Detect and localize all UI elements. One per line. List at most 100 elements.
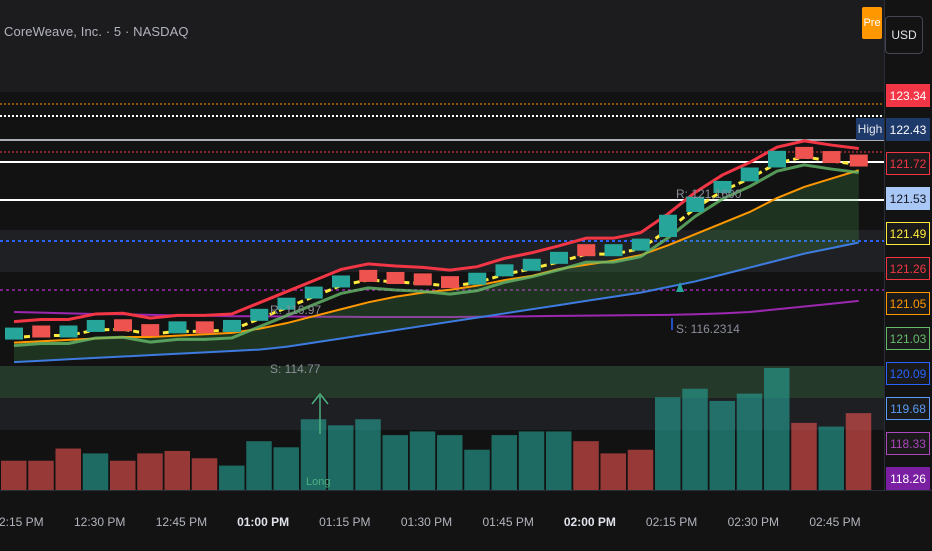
candle [577,244,596,257]
price-label: 121.49 [886,222,930,245]
volume-bar [709,400,735,490]
ema-orange-line [13,169,860,344]
time-label: 12:30 PM [74,515,126,529]
candle [168,321,187,334]
lower-zone [0,398,884,430]
resistance-zone [0,230,884,272]
volume-bar [791,422,817,490]
candle [849,154,868,167]
volume-bar [491,435,517,490]
price-label: 121.26 [886,257,930,280]
candle [86,319,105,332]
candle [686,196,705,212]
candle [522,258,541,271]
time-label: 01:15 PM [319,515,371,529]
volume-bar [573,441,599,490]
time-label: 02:30 PM [727,515,779,529]
volume-bar [382,435,408,490]
candle [822,151,841,164]
candle [277,297,296,310]
price-label: 121.03 [886,327,930,350]
volume-bar [1,460,27,490]
candle [304,286,323,299]
chart-canvas[interactable] [0,0,884,490]
candle [631,238,650,251]
volume-bar [764,368,790,490]
volume-bar [409,431,436,490]
volume-bar [546,431,572,490]
volume-bar [137,453,163,490]
chart-top-region [0,0,884,92]
volume-bar [437,435,463,490]
volume-bar [191,458,218,490]
candle [713,180,732,193]
currency-button[interactable]: USD [885,16,923,54]
time-label: 02:15 PM [645,515,698,529]
price-label: 121.53 [886,187,930,210]
price-label: 119.68 [886,397,930,420]
time-label: 12:15 PM [0,515,44,529]
long-arrow-head [311,392,329,405]
price-label: 118.33 [886,432,930,455]
candle [223,319,241,332]
candle [332,275,350,288]
volume-bar [655,397,681,490]
candle [495,264,514,277]
time-axis[interactable]: 12:15 PM 12:30 PM 12:45 PM 01:00 PM 01:15 PM… [0,490,932,551]
candle [195,321,214,334]
candle [250,308,269,321]
candle [114,319,132,332]
up-marker [676,282,684,292]
resistance-label-top: R: 121.1600 [676,187,742,201]
support-zone [0,366,884,398]
high-tag: High [856,118,884,140]
volume-bar [464,449,490,490]
candle [768,150,786,168]
volume-bar [600,453,626,490]
candle [32,325,51,338]
candle [659,214,677,237]
volume-bar [355,419,381,490]
price-chart-svg[interactable] [0,0,884,490]
resistance-label-mid: R: 116.97 [270,303,322,317]
purple-trend-line [13,299,859,319]
volume-bar [818,426,844,490]
volume-bar [82,453,109,490]
candle [59,325,78,338]
candle [359,269,378,282]
volume-bar [28,460,54,490]
candle [604,244,623,257]
price-label: 121.72 [886,152,930,175]
support-label-low: S: 114.77 [270,362,321,376]
premarket-badge[interactable]: Pre [862,7,882,39]
long-signal-label: Long [306,476,331,488]
time-label: 01:45 PM [482,515,534,529]
volume-bar [164,450,190,490]
time-label: 01:30 PM [400,515,453,529]
volume-bar [682,388,708,490]
candle [141,324,160,337]
price-label: 122.43 [886,118,930,141]
price-label: 120.09 [886,362,930,385]
volume-bar [518,431,545,490]
candle [413,273,432,286]
price-label: 123.34 [886,84,930,107]
candle [441,276,459,289]
ribbon-red [13,139,859,324]
candle [5,327,23,340]
price-label: 118.26 [886,467,930,490]
volume-bar [627,449,654,490]
ema-blue-line [13,241,859,364]
symbol-title[interactable]: CoreWeave, Inc. · 5 · NASDAQ [4,24,189,39]
volume-bar [736,393,763,490]
volume-bar [55,448,81,490]
volume-bar [273,447,299,490]
time-label: 02:00 PM [563,515,616,529]
volume-bar [300,419,327,490]
volume-bar [845,413,872,490]
time-label: 02:45 PM [809,515,861,529]
volume-bar [246,441,272,490]
price-label: 121.05 [886,292,930,315]
time-label: 12:45 PM [155,515,208,529]
candle [386,271,405,284]
